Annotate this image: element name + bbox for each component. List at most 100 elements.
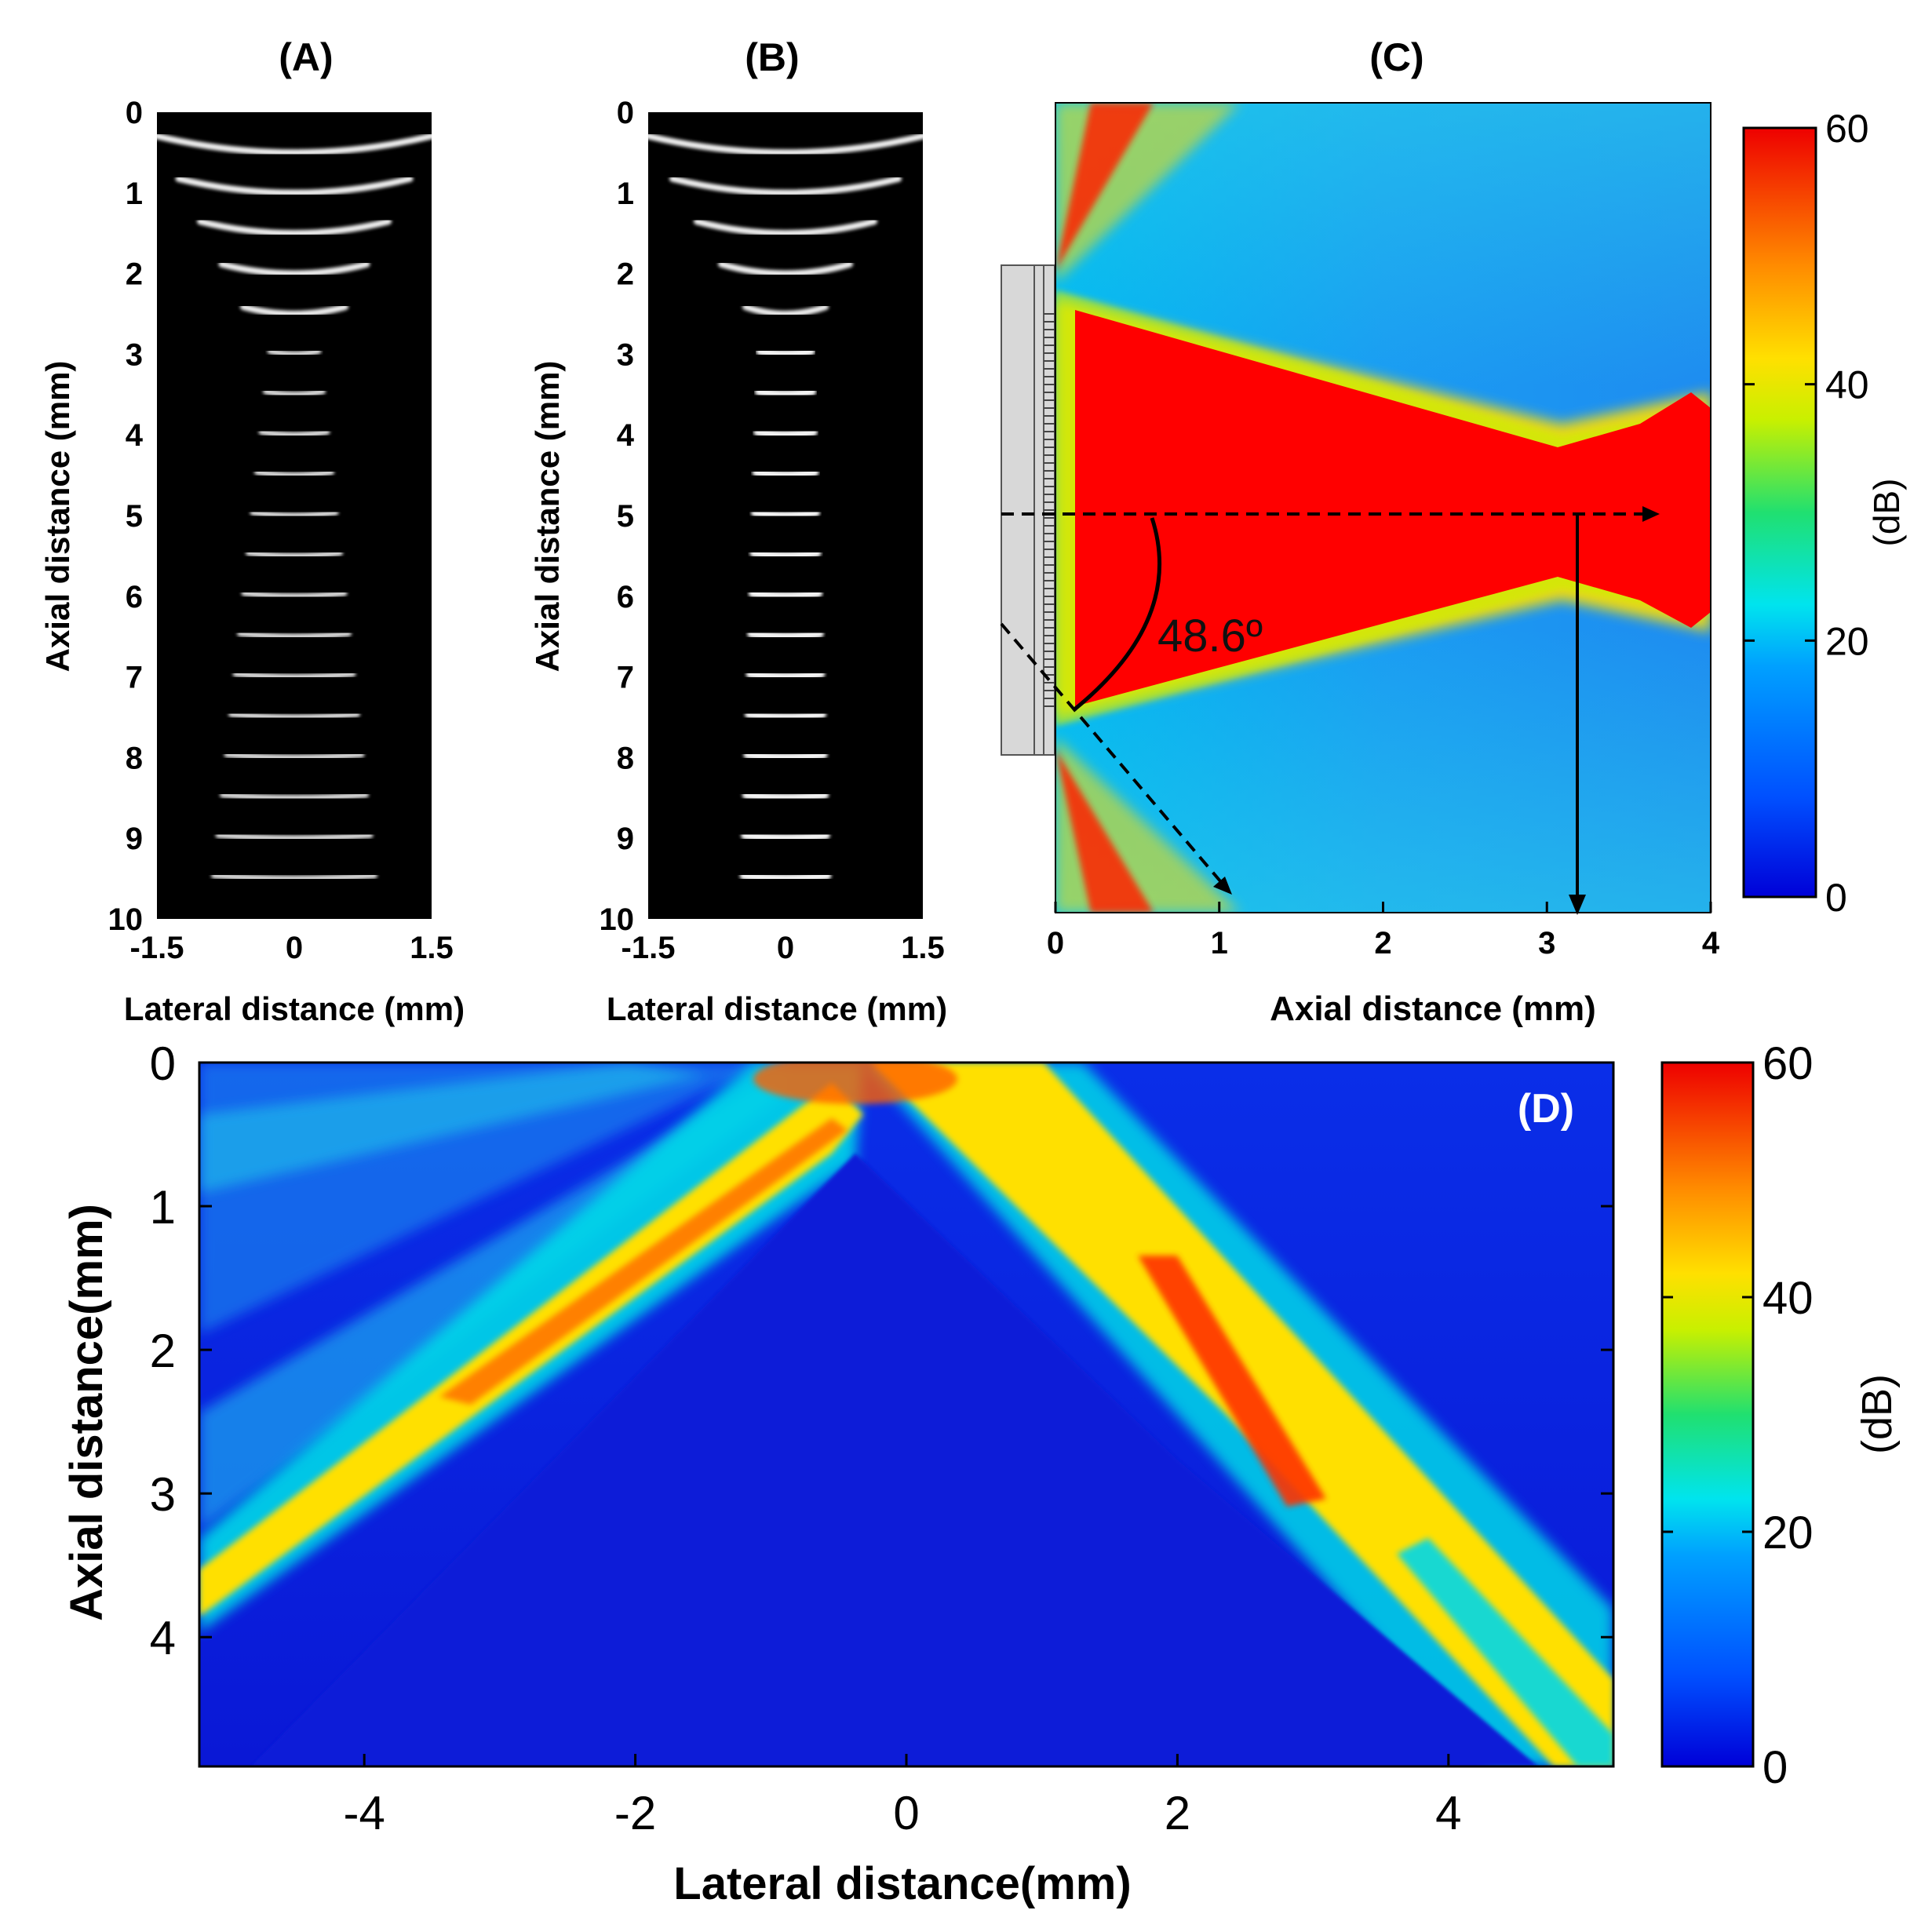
x-tick-label: 0	[777, 931, 794, 965]
panel-c-main-beam	[1075, 310, 1711, 706]
panel-a-scatterers	[154, 133, 435, 882]
panel-d-colorbar-label: (dB)	[1854, 1374, 1901, 1454]
panel-a: (A) 0 1 2 3 4 5 6 7 8 9 10 -1.5 0 1.5 Axial distance…	[39, 35, 465, 1027]
panel-c-transducer	[1001, 264, 1055, 756]
scatterer-echo	[748, 588, 823, 601]
y-tick-label: 5	[617, 499, 634, 534]
panel-d-yticks: 0 1 2 3 4	[150, 1037, 1613, 1664]
panel-b-xlabel: Lateral distance (mm)	[607, 990, 947, 1027]
scatterer-echo	[756, 346, 815, 359]
x-tick-label: 4	[1702, 926, 1720, 961]
panel-c-edge-arrowhead	[1213, 877, 1232, 895]
scatterer-echo	[267, 348, 322, 358]
panel-c-axis-arrowhead	[1642, 506, 1660, 522]
scatterer-echo	[240, 304, 348, 317]
scatterer-echo	[645, 133, 926, 156]
scatterer-echo	[754, 386, 817, 399]
scatterer-echo	[742, 304, 829, 317]
panel-b-xticks: -1.5 0 1.5	[622, 931, 945, 965]
panel-b-label: (B)	[745, 35, 799, 79]
x-tick-label: -1.5	[622, 931, 676, 965]
panel-a-xlabel: Lateral distance (mm)	[124, 990, 465, 1027]
scatterer-echo	[739, 870, 832, 884]
y-tick-label: 5	[126, 499, 143, 534]
y-tick-label: 4	[617, 418, 635, 453]
y-tick-label: 2	[150, 1325, 176, 1377]
panel-a-yticks: 0 1 2 3 4 5 6 7 8 9 10	[108, 96, 144, 937]
panel-c-label: (C)	[1369, 35, 1423, 79]
scatterer-echo	[228, 711, 360, 720]
colorbar-tick-label: 40	[1762, 1273, 1814, 1324]
panel-b: (B) 0 1 2 3 4 5 6 7 8 9 10 -1.5 0 1.5 Axial distance…	[529, 35, 947, 1027]
scatterer-echo	[753, 427, 818, 440]
scatterer-echo	[749, 548, 822, 561]
panel-a-ylabel: Axial distance (mm)	[39, 361, 76, 673]
panel-d: (D) 0 1 2 3 4 -4 -2 0 2 4 Axial distance(mm) Lat…	[61, 1037, 1901, 1909]
scatterer-echo	[197, 218, 392, 237]
y-tick-label: 2	[617, 257, 634, 292]
x-tick-label: 2	[1374, 926, 1391, 961]
scatterer-echo	[258, 428, 330, 439]
y-tick-label: 7	[617, 661, 634, 695]
colorbar-tick-label: 0	[1762, 1742, 1788, 1793]
panel-d-colorbar-ticks: 0 20 40 60	[1662, 1038, 1814, 1793]
scatterer-echo	[751, 508, 820, 520]
panel-d-ylabel: Axial distance(mm)	[61, 1204, 112, 1621]
x-tick-label: 1	[1211, 926, 1228, 961]
y-tick-label: 0	[617, 96, 634, 130]
scatterer-echo	[669, 175, 902, 196]
scatterer-echo	[250, 509, 339, 519]
x-tick-label: -2	[614, 1787, 656, 1839]
panel-c-colorbar-ticks: 0 20 40 60	[1744, 107, 1869, 920]
y-tick-label: 9	[126, 822, 143, 856]
colorbar-tick-label: 0	[1825, 876, 1847, 920]
panel-c-colorbar-label: (dB)	[1866, 479, 1907, 547]
panel-d-xticks: -4 -2 0 2 4	[344, 1754, 1461, 1839]
panel-a-xticks: -1.5 0 1.5	[130, 931, 454, 965]
y-tick-label: 4	[126, 418, 144, 453]
scatterer-echo	[747, 629, 824, 642]
scatterer-echo	[154, 133, 435, 156]
x-tick-label: 0	[893, 1787, 919, 1839]
y-tick-label: 3	[126, 337, 143, 372]
x-tick-label: 0	[1047, 926, 1064, 961]
x-tick-label: 3	[1538, 926, 1555, 961]
x-tick-label: 1.5	[410, 931, 454, 965]
colorbar-tick-label: 60	[1762, 1038, 1814, 1089]
panel-d-label: (D)	[1518, 1086, 1574, 1132]
x-tick-label: -1.5	[130, 931, 184, 965]
scatterer-echo	[694, 218, 877, 237]
y-tick-label: 2	[126, 257, 143, 292]
panel-b-scatterers	[645, 133, 926, 884]
scatterer-echo	[745, 669, 826, 682]
y-tick-label: 10	[600, 902, 635, 937]
y-tick-label: 6	[617, 580, 634, 614]
y-tick-label: 8	[617, 741, 634, 775]
panel-c-edge-arrow	[1000, 622, 1223, 884]
panel-c-xlabel: Axial distance (mm)	[1270, 990, 1596, 1028]
scatterer-echo	[263, 388, 326, 398]
y-tick-label: 0	[126, 96, 143, 130]
x-tick-label: 0	[286, 931, 303, 965]
scatterer-echo	[232, 670, 356, 680]
y-tick-label: 3	[617, 337, 634, 372]
scatterer-echo	[742, 789, 829, 803]
y-tick-label: 1	[150, 1181, 176, 1234]
scatterer-echo	[752, 467, 819, 480]
panel-d-colorbar	[1660, 1061, 1755, 1768]
y-tick-label: 1	[126, 177, 143, 211]
y-tick-label: 6	[126, 580, 143, 614]
panel-d-field	[199, 1063, 1613, 1766]
y-tick-label: 7	[126, 661, 143, 695]
panel-c-colorbar	[1742, 126, 1817, 899]
scatterer-echo	[741, 830, 830, 844]
panel-a-label: (A)	[279, 35, 333, 79]
y-tick-label: 3	[150, 1468, 176, 1521]
scatterer-echo	[745, 709, 826, 722]
panel-c-angle-label: 48.6º	[1157, 611, 1263, 662]
panel-c-angle-arc	[1072, 517, 1162, 712]
y-tick-label: 10	[108, 902, 144, 937]
panel-b-ylabel: Axial distance (mm)	[529, 361, 566, 673]
y-tick-label: 4	[150, 1612, 176, 1664]
